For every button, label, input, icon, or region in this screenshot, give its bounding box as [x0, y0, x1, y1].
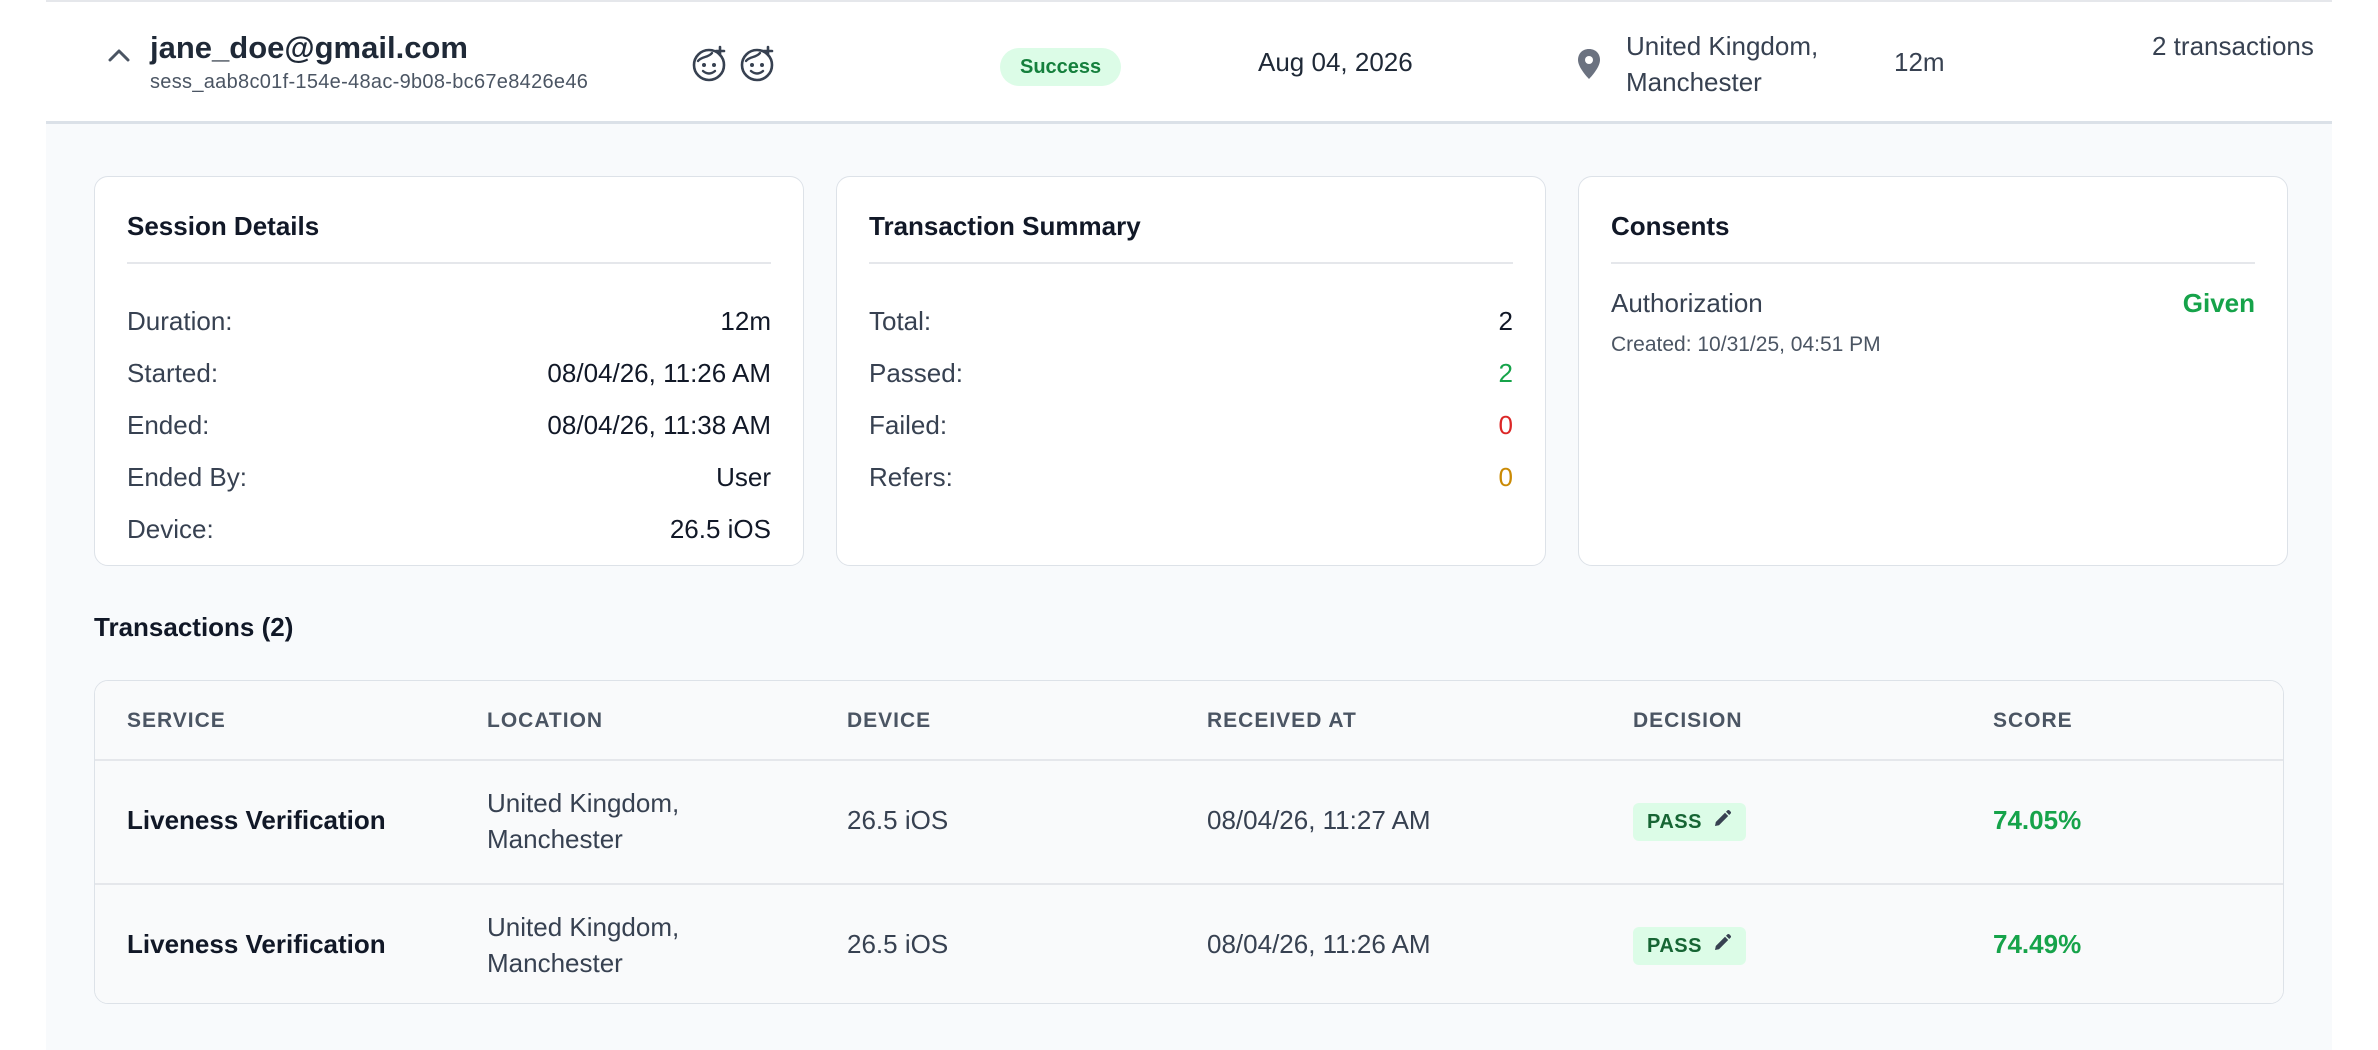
summary-row-total: Total: 2: [869, 303, 1513, 339]
summary-row-failed: Failed: 0: [869, 407, 1513, 443]
detail-label: Duration:: [127, 305, 233, 336]
pencil-icon[interactable]: [1712, 809, 1732, 835]
decision-badge[interactable]: PASS: [1633, 927, 1746, 965]
transactions-title: Transactions (2): [94, 612, 294, 642]
summary-value: 0: [1498, 461, 1513, 492]
detail-label: Ended:: [127, 409, 210, 440]
card-title: Transaction Summary: [869, 211, 1141, 241]
detail-value: 26.5 iOS: [669, 513, 771, 544]
session-details-panel: Session Details Duration: 12m Started: 0…: [46, 124, 2332, 1050]
session-date: Aug 04, 2026: [1258, 47, 1413, 77]
detail-value: User: [716, 461, 771, 492]
divider: [869, 262, 1513, 264]
summary-label: Passed:: [869, 357, 963, 388]
cell-score: 74.49%: [1993, 929, 2082, 959]
detail-label: Ended By:: [127, 461, 247, 492]
session-transaction-count: 2 transactions: [2152, 31, 2314, 61]
divider: [1611, 262, 2255, 264]
face-check-icon: [690, 44, 730, 84]
detail-value: 08/04/26, 11:26 AM: [547, 357, 771, 388]
column-header-device: DEVICE: [847, 709, 932, 732]
map-pin-icon: [1576, 48, 1602, 80]
decision-label: PASS: [1647, 810, 1702, 833]
session-duration: 12m: [1894, 47, 1945, 77]
detail-label: Started:: [127, 357, 219, 388]
cell-device: 26.5 iOS: [847, 805, 949, 835]
session-email: jane_doe@gmail.com: [150, 30, 468, 65]
cell-service: Liveness Verification: [127, 805, 386, 835]
table-row[interactable]: Liveness Verification United Kingdom, Ma…: [95, 761, 2283, 883]
divider: [127, 262, 771, 264]
cell-score: 74.05%: [1993, 805, 2082, 835]
cell-service: Liveness Verification: [127, 929, 386, 959]
table-header: SERVICE LOCATION DEVICE RECEIVED AT DECI…: [95, 681, 2283, 761]
cell-device: 26.5 iOS: [847, 929, 949, 959]
summary-value: 0: [1498, 409, 1513, 440]
session-row[interactable]: jane_doe@gmail.com sess_aab8c01f-154e-48…: [46, 0, 2332, 124]
summary-row-refers: Refers: 0: [869, 459, 1513, 495]
cell-received-at: 08/04/26, 11:27 AM: [1207, 805, 1431, 835]
card-title: Session Details: [127, 211, 320, 241]
consent-name: Authorization: [1611, 288, 1763, 318]
summary-value: 2: [1498, 357, 1513, 388]
cell-received-at: 08/04/26, 11:26 AM: [1207, 929, 1431, 959]
status-badge: Success: [1000, 48, 1122, 86]
consents-card: Consents Authorization Given Created: 10…: [1578, 176, 2288, 566]
consent-created: Created: 10/31/25, 04:51 PM: [1611, 333, 1881, 356]
detail-row-ended: Ended: 08/04/26, 11:38 AM: [127, 407, 771, 443]
detail-value: 08/04/26, 11:38 AM: [547, 409, 771, 440]
pencil-icon[interactable]: [1712, 933, 1732, 959]
chevron-up-icon[interactable]: [104, 40, 134, 70]
session-details-card: Session Details Duration: 12m Started: 0…: [94, 176, 804, 566]
column-header-location: LOCATION: [487, 709, 604, 732]
column-header-score: SCORE: [1993, 709, 2073, 732]
detail-row-device: Device: 26.5 iOS: [127, 511, 771, 547]
detail-row-duration: Duration: 12m: [127, 303, 771, 339]
detail-row-ended-by: Ended By: User: [127, 459, 771, 495]
card-title: Consents: [1611, 211, 1730, 241]
summary-label: Failed:: [869, 409, 948, 440]
transactions-table: SERVICE LOCATION DEVICE RECEIVED AT DECI…: [94, 680, 2284, 1004]
summary-value: 2: [1498, 305, 1513, 336]
decision-label: PASS: [1647, 934, 1702, 957]
summary-row-passed: Passed: 2: [869, 355, 1513, 391]
cell-location: United Kingdom, Manchester: [487, 912, 680, 978]
summary-label: Refers:: [869, 461, 953, 492]
detail-row-started: Started: 08/04/26, 11:26 AM: [127, 355, 771, 391]
column-header-decision: DECISION: [1633, 709, 1743, 732]
consent-status: Given: [2182, 288, 2255, 318]
detail-value: 12m: [720, 305, 771, 336]
table-row[interactable]: Liveness Verification United Kingdom, Ma…: [95, 883, 2283, 1003]
detail-label: Device:: [127, 513, 214, 544]
transaction-summary-card: Transaction Summary Total: 2 Passed: 2 F…: [836, 176, 1546, 566]
cell-location: United Kingdom, Manchester: [487, 788, 680, 854]
decision-badge[interactable]: PASS: [1633, 803, 1746, 841]
summary-label: Total:: [869, 305, 932, 336]
column-header-service: SERVICE: [127, 709, 226, 732]
session-location: United Kingdom, Manchester: [1626, 31, 1819, 97]
face-check-icon: [738, 44, 778, 84]
session-id: sess_aab8c01f-154e-48ac-9b08-bc67e8426e4…: [150, 71, 589, 93]
column-header-received-at: RECEIVED AT: [1207, 709, 1357, 732]
